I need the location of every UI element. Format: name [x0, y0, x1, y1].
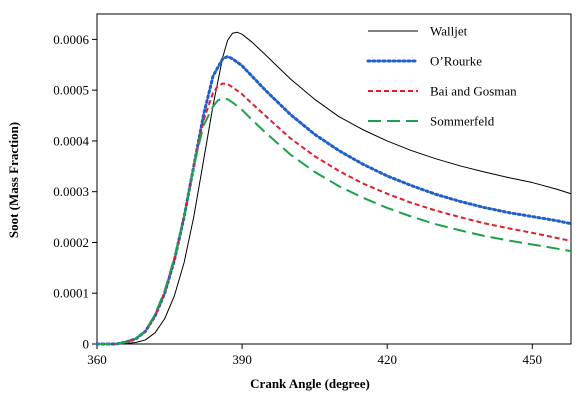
- y-axis: 0 0.0001 0.0002 0.0003 0.0004 0.0005 0.0006: [53, 32, 97, 352]
- x-tick-label: 450: [523, 352, 543, 367]
- y-axis-title: Soot (Mass Fraction): [6, 122, 21, 238]
- y-tick-label: 0.0005: [53, 83, 89, 98]
- y-tick-label: 0.0003: [53, 184, 89, 199]
- x-tick-label: 360: [87, 352, 107, 367]
- x-tick-label: 420: [377, 352, 397, 367]
- series-layer: [95, 31, 573, 346]
- x-tick-label: 390: [232, 352, 252, 367]
- y-tick-label: 0.0004: [53, 133, 89, 148]
- plot-area: [96, 13, 572, 345]
- y-tick-label: 0.0006: [53, 32, 89, 47]
- series-line-4: [97, 97, 572, 345]
- x-axis: 360 390 420 450: [87, 344, 542, 367]
- series-line-2: [95, 55, 573, 346]
- plot-border: [96, 13, 572, 345]
- legend-label-3: Bai and Gosman: [430, 84, 517, 99]
- series-line-1: [97, 31, 572, 345]
- series-line-3: [97, 82, 572, 345]
- legend-label-4: Sommerfeld: [430, 114, 495, 129]
- legend-label-2: O’Rourke: [430, 54, 482, 69]
- legend: Walljet O’Rourke Bai and Gosman Sommerfeld: [366, 24, 517, 129]
- x-axis-title: Crank Angle (degree): [250, 376, 370, 391]
- y-tick-label: 0.0001: [53, 286, 89, 301]
- legend-label-1: Walljet: [430, 24, 468, 39]
- y-tick-label: 0.0002: [53, 235, 89, 250]
- y-tick-label: 0: [83, 337, 90, 352]
